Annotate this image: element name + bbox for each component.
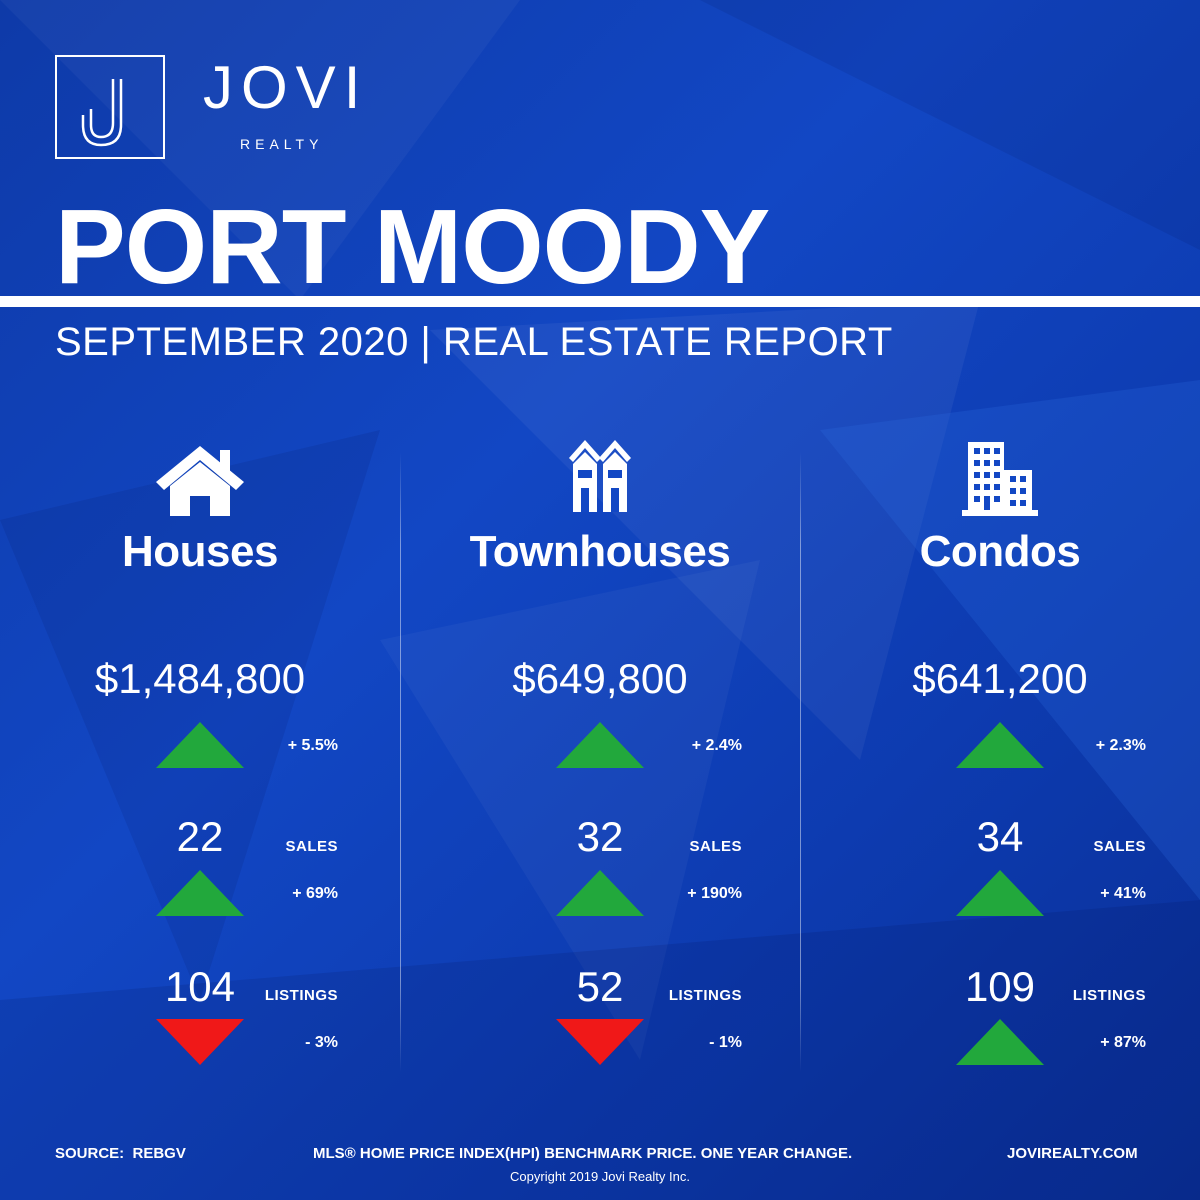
column-divider — [800, 452, 801, 1072]
column-townhouses: Townhouses $649,800 + 2.4% 32 SALES + 19… — [400, 0, 800, 1065]
title-rule — [0, 296, 1200, 307]
listings-count: 104 — [164, 963, 236, 1010]
column-divider — [400, 452, 401, 1072]
column-houses: Houses $1,484,800 + 5.5% 22 SALES + 69% … — [0, 0, 400, 1065]
price-change: + 5.5% — [287, 737, 338, 754]
copyright-notice: Copyright 2019 Jovi Realty Inc. — [510, 1169, 690, 1184]
logo-j-icon — [81, 79, 123, 147]
brand-name: JOVI — [203, 54, 369, 121]
methodology-note: MLS® HOME PRICE INDEX(HPI) BENCHMARK PRI… — [313, 1145, 853, 1162]
logo-mark — [55, 55, 165, 159]
price-trend-up-icon — [156, 722, 244, 768]
category-label: Houses — [122, 527, 278, 576]
listings-trend-up-icon — [956, 1019, 1044, 1065]
sales-count: 22 — [176, 813, 224, 860]
sales-label: SALES — [689, 838, 742, 855]
sales-trend-up-icon — [956, 870, 1044, 916]
sales-trend-up-icon — [156, 870, 244, 916]
listings-trend-down-icon — [556, 1019, 644, 1065]
benchmark-price: $641,200 — [912, 655, 1088, 702]
listings-change: + 87% — [1100, 1034, 1146, 1051]
price-trend-up-icon — [956, 722, 1044, 768]
listings-label: LISTINGS — [264, 987, 338, 1004]
sales-label: SALES — [285, 838, 338, 855]
sales-count: 34 — [976, 813, 1024, 860]
listings-change: - 3% — [305, 1034, 338, 1051]
sales-trend-up-icon — [556, 870, 644, 916]
price-trend-up-icon — [556, 722, 644, 768]
listings-label: LISTINGS — [668, 987, 742, 1004]
website-link[interactable]: JOVIREALTY.COM — [1007, 1145, 1138, 1162]
category-label: Condos — [919, 527, 1081, 576]
price-change: + 2.3% — [1095, 737, 1146, 754]
listings-count: 109 — [964, 963, 1036, 1010]
sales-label: SALES — [1093, 838, 1146, 855]
listings-change: - 1% — [709, 1034, 742, 1051]
sales-change: + 69% — [292, 885, 338, 902]
brand-subtitle: REALTY — [240, 136, 324, 152]
source-note: SOURCE: REBGV — [55, 1145, 186, 1162]
listings-trend-down-icon — [156, 1019, 244, 1065]
listings-count: 52 — [576, 963, 624, 1010]
house-icon — [156, 446, 244, 516]
report-subtitle: SEPTEMBER 2020 | REAL ESTATE REPORT — [55, 320, 893, 364]
sales-count: 32 — [576, 813, 624, 860]
benchmark-price: $1,484,800 — [94, 655, 306, 702]
sales-change: + 190% — [687, 885, 742, 902]
townhouse-icon — [569, 440, 631, 512]
page-title: PORT MOODY — [55, 188, 770, 306]
listings-label: LISTINGS — [1072, 987, 1146, 1004]
benchmark-price: $649,800 — [512, 655, 688, 702]
category-label: Townhouses — [469, 527, 731, 576]
sales-change: + 41% — [1100, 885, 1146, 902]
price-change: + 2.4% — [691, 737, 742, 754]
column-condos: Condos $641,200 + 2.3% 34 SALES + 41% 10… — [800, 0, 1200, 1065]
building-icon — [962, 442, 1038, 516]
